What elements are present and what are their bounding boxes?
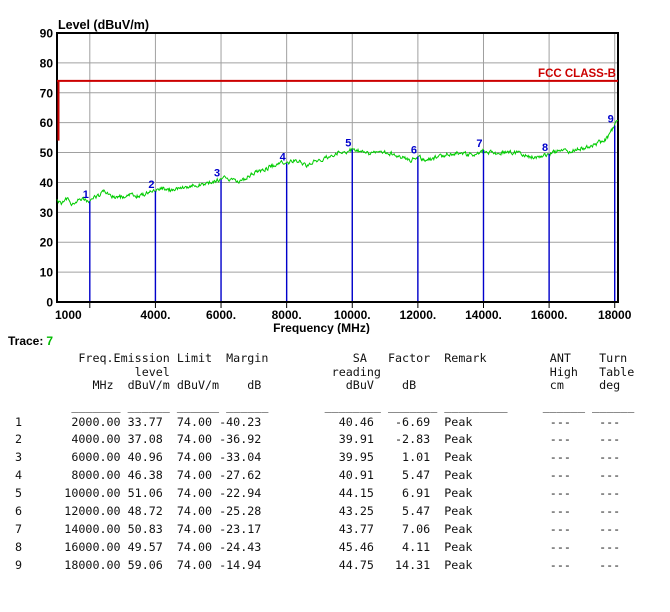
table-header-line: Freq.Emission Limit Margin SA Factor Rem…: [8, 351, 656, 365]
y-axis-label: 60: [40, 116, 54, 130]
x-axis-label: 14000.: [465, 308, 502, 322]
table-row: 3 6000.00 40.96 74.00 -33.04 39.95 1.01 …: [8, 450, 656, 465]
x-axis-label: 4000.: [140, 308, 170, 322]
marker-label-1: 1: [83, 189, 89, 201]
table-row: 6 12000.00 48.72 74.00 -25.28 43.25 5.47…: [8, 504, 656, 519]
x-axis-label: 16000.: [531, 308, 568, 322]
plot-border: [56, 32, 619, 303]
x-axis-label: 12000.: [400, 308, 437, 322]
y-axis-label: 70: [40, 86, 54, 100]
trace-caption-value: 7: [46, 334, 54, 348]
marker-label-4: 4: [280, 151, 287, 163]
chart-title: Level (dBuV/m): [58, 18, 149, 32]
y-axis-label: 0: [46, 296, 53, 310]
table-row: 9 18000.00 59.06 74.00 -14.94 44.75 14.3…: [8, 557, 656, 572]
marker-label-5: 5: [345, 137, 351, 149]
table-header-rule: _______ ______ ______ ______ ________ __…: [8, 398, 656, 413]
marker-label-2: 2: [148, 179, 154, 191]
trace-caption-label: Trace:: [8, 334, 44, 348]
measurement-table: Freq.Emission Limit Margin SA Factor Rem…: [0, 351, 670, 575]
y-axis-label: 30: [40, 206, 54, 220]
y-axis-label: 50: [40, 146, 54, 160]
x-axis-label: 6000.: [206, 308, 236, 322]
table-row: 8 16000.00 49.57 74.00 -24.43 45.46 4.11…: [8, 539, 656, 554]
x-axis-title: Frequency (MHz): [273, 321, 370, 334]
table-row: 5 10000.00 51.06 74.00 -22.94 44.15 6.91…: [8, 486, 656, 501]
marker-label-8: 8: [542, 142, 548, 154]
marker-label-6: 6: [411, 144, 417, 156]
x-axis-label: 1000: [55, 308, 82, 322]
y-axis-label: 90: [40, 27, 54, 41]
table-row: 7 14000.00 50.83 74.00 -23.17 43.77 7.06…: [8, 521, 656, 536]
table-header-line: level reading High Table: [8, 364, 656, 379]
marker-label-3: 3: [214, 168, 220, 180]
trace-caption: Trace: 7: [0, 334, 670, 350]
x-axis-label: 18000: [598, 308, 632, 322]
marker-label-7: 7: [476, 138, 482, 150]
limit-label: FCC CLASS-B: [538, 68, 616, 80]
y-axis-label: 10: [40, 266, 54, 280]
table-row: 4 8000.00 46.38 74.00 -27.62 40.91 5.47 …: [8, 468, 656, 483]
y-axis-label: 80: [40, 56, 54, 70]
emission-trace: [56, 119, 619, 207]
x-axis-label: 10000.: [334, 308, 371, 322]
y-axis-label: 20: [40, 236, 54, 250]
table-row: 2 4000.00 37.08 74.00 -36.92 39.91 -2.83…: [8, 432, 656, 447]
y-axis-label: 40: [40, 176, 54, 190]
marker-label-9: 9: [608, 113, 614, 125]
table-header-line: MHz dBuV/m dBuV/m dB dBuV dB cm deg: [8, 378, 656, 392]
x-axis-label: 8000.: [272, 308, 302, 322]
table-row: 1 2000.00 33.77 74.00 -40.23 40.46 -6.69…: [8, 414, 656, 429]
